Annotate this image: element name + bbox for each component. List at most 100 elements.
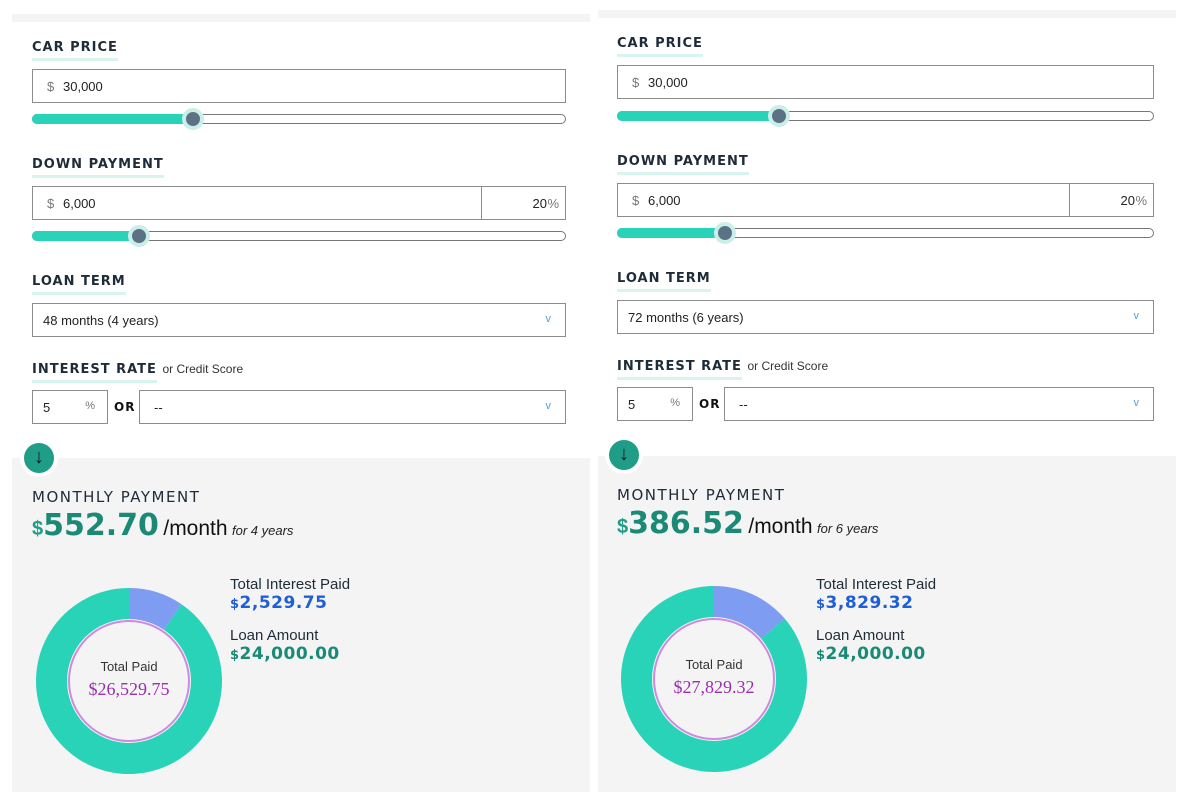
car-price-slider-fill [32, 114, 192, 124]
car-price-label: CAR PRICE [617, 36, 703, 57]
interest-rate-input[interactable]: 5 % [32, 390, 108, 424]
currency-symbol: $ [32, 518, 44, 540]
loan-amount-value-row: $24,000.00 [230, 644, 350, 664]
percent-symbol: % [1135, 193, 1147, 208]
interest-paid-label: Total Interest Paid [816, 576, 937, 593]
down-payment-percent-value: 20 [532, 196, 547, 211]
currency-symbol: $ [230, 597, 240, 612]
interest-paid-value-row: $3,829.32 [816, 593, 936, 613]
interest-rate-value: 5 [628, 397, 636, 412]
payment-donut-chart: Total Paid $26,529.75 [36, 588, 222, 774]
chevron-down-icon: v [1133, 310, 1140, 322]
currency-symbol: $ [632, 193, 640, 208]
form-card: CAR PRICE $ 30,000 DOWN PAYMENT $ 6,000 … [602, 18, 1170, 454]
payment-donut-chart: Total Paid $27,829.32 [621, 586, 807, 772]
arrow-down-icon[interactable]: ↓ [20, 439, 58, 477]
credit-score-sublabel: or Credit Score [747, 359, 829, 373]
frame-top [12, 14, 590, 22]
interest-paid-value: 2,529.75 [239, 593, 328, 613]
monthly-payment-line: $552.70 /month for 4 years [32, 508, 293, 543]
or-label: OR [699, 397, 721, 411]
interest-paid-label: Total Interest Paid [230, 576, 351, 593]
down-payment-slider[interactable] [617, 222, 1154, 244]
donut-inner-ring [68, 620, 190, 742]
frame-top [598, 10, 1176, 18]
per-month: /month [748, 515, 813, 538]
credit-score-selected: -- [739, 397, 748, 412]
form-card: CAR PRICE $ 30,000 DOWN PAYMENT $ 6,000 … [16, 22, 582, 458]
down-payment-percent-input[interactable]: 20 % [481, 187, 565, 219]
car-price-value: 30,000 [63, 79, 103, 94]
interest-rate-label: INTEREST RATE or Credit Score [32, 362, 243, 383]
monthly-payment-label: MONTHLY PAYMENT [617, 486, 786, 504]
car-price-slider[interactable] [32, 108, 566, 130]
arrow-down-icon[interactable]: ↓ [605, 436, 643, 474]
down-payment-slider-handle[interactable] [128, 225, 151, 247]
percent-symbol: % [85, 400, 95, 412]
interest-paid-value: 3,829.32 [825, 593, 914, 613]
results-section: MONTHLY PAYMENT $552.70 /month for 4 yea… [12, 458, 590, 792]
down-payment-percent-value: 20 [1120, 193, 1135, 208]
interest-rate-input[interactable]: 5 % [617, 387, 693, 421]
monthly-payment-amount: 386.52 [628, 506, 744, 541]
currency-symbol: $ [47, 196, 55, 211]
monthly-payment-line: $386.52 /month for 6 years [617, 506, 878, 541]
term-note: for 6 years [817, 521, 879, 536]
loan-term-label: LOAN TERM [617, 271, 711, 292]
car-price-label: CAR PRICE [32, 40, 118, 61]
down-payment-percent-input[interactable]: 20 % [1069, 184, 1153, 216]
car-price-value: 30,000 [648, 75, 688, 90]
loan-term-selected: 48 months (4 years) [43, 313, 159, 328]
donut-hole [67, 619, 191, 743]
term-note: for 4 years [232, 523, 294, 538]
loan-amount-value: 24,000.00 [239, 644, 340, 664]
down-payment-input[interactable]: $ 6,000 20 % [32, 186, 566, 220]
interest-rate-value: 5 [43, 400, 51, 415]
currency-symbol: $ [816, 648, 826, 663]
car-price-slider[interactable] [617, 105, 1154, 127]
or-label: OR [114, 400, 136, 414]
car-price-input[interactable]: $ 30,000 [617, 65, 1154, 99]
chevron-down-icon: v [545, 400, 552, 412]
chevron-down-icon: v [1133, 397, 1140, 409]
loan-amount-label: Loan Amount [816, 627, 905, 644]
loan-amount-label: Loan Amount [230, 627, 319, 644]
currency-symbol: $ [47, 79, 55, 94]
loan-term-select[interactable]: 48 months (4 years) v [32, 303, 566, 337]
loan-amount-value: 24,000.00 [825, 644, 926, 664]
loan-term-select[interactable]: 72 months (6 years) v [617, 300, 1154, 334]
donut-hole [652, 617, 776, 741]
calculator-panel-right: CAR PRICE $ 30,000 DOWN PAYMENT $ 6,000 … [594, 0, 1182, 802]
monthly-payment-amount: 552.70 [43, 508, 159, 543]
down-payment-slider[interactable] [32, 225, 566, 247]
car-price-slider-fill [617, 111, 778, 121]
currency-symbol: $ [816, 597, 826, 612]
loan-term-selected: 72 months (6 years) [628, 310, 744, 325]
loan-term-label: LOAN TERM [32, 274, 126, 295]
car-price-input[interactable]: $ 30,000 [32, 69, 566, 103]
total-paid-value: $26,529.75 [89, 679, 170, 699]
total-paid-label: Total Paid [100, 659, 157, 674]
credit-score-select[interactable]: -- v [139, 390, 566, 424]
interest-paid-value-row: $2,529.75 [230, 593, 350, 613]
currency-symbol: $ [632, 75, 640, 90]
down-payment-slider-fill [32, 231, 139, 241]
totals-legend: Total Interest Paid $3,829.32 Loan Amoun… [816, 576, 936, 664]
down-payment-value: 6,000 [648, 193, 681, 208]
loan-amount-value-row: $24,000.00 [816, 644, 936, 664]
total-paid-value: $27,829.32 [674, 677, 755, 697]
car-price-slider-handle[interactable] [181, 108, 204, 130]
currency-symbol: $ [230, 648, 240, 663]
car-price-slider-handle[interactable] [767, 105, 790, 127]
down-payment-input[interactable]: $ 6,000 20 % [617, 183, 1154, 217]
down-payment-slider-handle[interactable] [714, 222, 736, 244]
donut-inner-ring [653, 618, 775, 740]
down-payment-slider-fill [617, 228, 724, 238]
credit-score-selected: -- [154, 400, 163, 415]
monthly-payment-label: MONTHLY PAYMENT [32, 488, 201, 506]
credit-score-sublabel: or Credit Score [162, 362, 244, 376]
credit-score-select[interactable]: -- v [724, 387, 1154, 421]
chevron-down-icon: v [545, 313, 552, 325]
down-payment-value: 6,000 [63, 196, 96, 211]
calculator-panel-left: CAR PRICE $ 30,000 DOWN PAYMENT $ 6,000 … [0, 0, 590, 802]
